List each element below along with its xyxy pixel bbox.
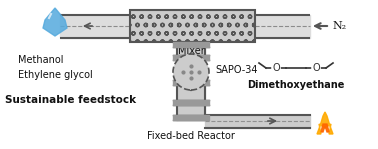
Text: Ethylene glycol: Ethylene glycol <box>18 70 93 80</box>
Bar <box>130 10 255 42</box>
Text: Mixer: Mixer <box>178 46 204 56</box>
Polygon shape <box>317 112 333 134</box>
Text: O: O <box>272 63 280 73</box>
Text: Methanol: Methanol <box>18 55 64 65</box>
Polygon shape <box>321 124 329 132</box>
Polygon shape <box>43 8 67 36</box>
Text: SAPO-34: SAPO-34 <box>215 65 257 75</box>
Text: Fixed-bed Reactor: Fixed-bed Reactor <box>147 131 235 141</box>
Text: N₂: N₂ <box>332 21 346 31</box>
Text: Sustainable feedstock: Sustainable feedstock <box>5 95 136 105</box>
Text: O: O <box>312 63 320 73</box>
Text: Dimethoxyethane: Dimethoxyethane <box>247 80 345 90</box>
Circle shape <box>173 54 209 90</box>
